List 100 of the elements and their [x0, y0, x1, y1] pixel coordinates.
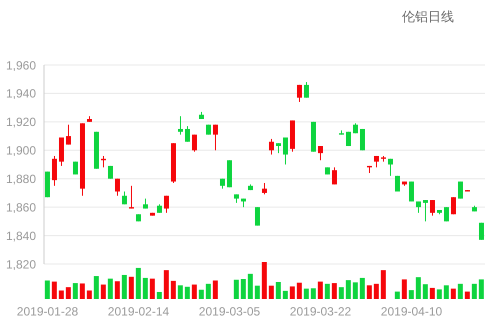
candlestick — [388, 158, 393, 176]
bar — [324, 284, 330, 299]
bar — [234, 280, 239, 299]
bar — [450, 288, 456, 299]
y-tick-label: 1,900 — [6, 144, 36, 158]
bar — [416, 277, 421, 299]
bar — [100, 284, 106, 299]
bar — [72, 283, 78, 299]
bar — [402, 279, 407, 299]
y-tick-label: 1,920 — [6, 115, 36, 130]
candlestick — [458, 181, 463, 200]
candlestick — [164, 195, 169, 214]
bar — [66, 287, 71, 299]
bar — [366, 285, 372, 299]
bar — [408, 290, 414, 299]
bar — [268, 286, 274, 299]
candlestick — [332, 166, 337, 185]
candlestick — [192, 134, 197, 152]
bar — [276, 282, 281, 299]
candlestick — [304, 82, 309, 98]
bar — [464, 292, 470, 299]
bar — [184, 286, 190, 299]
candlestick — [450, 196, 456, 215]
bar — [290, 286, 295, 299]
y-tick-label: 1,960 — [6, 58, 36, 72]
x-tick-label: 2019-01-28 — [16, 304, 79, 319]
candlestick — [52, 155, 57, 186]
candlestick — [254, 206, 260, 226]
bar — [150, 278, 155, 299]
bar — [128, 276, 134, 299]
bar — [444, 285, 449, 299]
bar — [310, 288, 316, 299]
bar — [142, 278, 148, 299]
candlestick — [262, 182, 267, 195]
bar — [304, 288, 309, 299]
candlestick — [408, 181, 414, 202]
bar — [360, 278, 365, 299]
bar — [170, 280, 176, 299]
bar — [156, 292, 162, 299]
bar — [254, 286, 260, 299]
candlestick — [66, 124, 71, 146]
bar — [240, 279, 246, 299]
candlestick — [296, 84, 302, 102]
bar — [198, 290, 204, 299]
bar — [108, 278, 113, 299]
bar — [422, 284, 428, 299]
candlestick — [72, 161, 78, 175]
bar — [338, 287, 344, 299]
candlestick — [444, 206, 449, 222]
candlestick — [220, 178, 225, 190]
y-tick-label: 1,840 — [6, 228, 36, 243]
bar — [374, 284, 379, 299]
bar — [94, 276, 99, 299]
candlestick — [318, 146, 323, 161]
bar — [164, 270, 169, 299]
bar — [346, 280, 351, 299]
bar — [436, 289, 442, 299]
candlestick — [360, 128, 365, 151]
x-tick-label: 2019-03-22 — [290, 304, 352, 319]
bar — [114, 281, 120, 299]
bar — [86, 290, 92, 299]
candlestick — [422, 200, 428, 222]
bar — [296, 282, 302, 299]
x-tick-label: 2019-03-05 — [198, 304, 261, 319]
bar — [212, 280, 218, 299]
bar — [380, 270, 386, 299]
y-tick-label: 1,940 — [6, 86, 36, 101]
candlestick — [122, 191, 127, 205]
candlestick — [212, 124, 218, 151]
bar — [352, 282, 358, 299]
bar — [52, 282, 57, 299]
bar — [192, 284, 197, 299]
bar — [58, 290, 64, 299]
candlestick — [268, 138, 274, 156]
bar — [136, 268, 141, 299]
candlestick — [114, 178, 120, 196]
bar — [430, 288, 435, 299]
y-tick-label: 1,880 — [6, 172, 36, 186]
y-tick-label: 1,860 — [6, 200, 36, 214]
bar — [332, 283, 337, 299]
candlestick — [128, 185, 134, 210]
bar — [458, 284, 463, 299]
bar — [394, 292, 400, 299]
bar — [262, 262, 267, 299]
bar — [318, 282, 323, 299]
chart-title: 伦铝日线 — [402, 8, 454, 26]
candlestick — [276, 142, 281, 154]
candlestick — [184, 126, 190, 142]
x-tick-label: 2019-04-10 — [380, 304, 443, 319]
bar — [248, 274, 253, 299]
candlestick — [282, 136, 288, 165]
bar — [80, 283, 85, 299]
bar — [122, 274, 127, 299]
candlestick — [178, 116, 183, 136]
candlestick — [430, 200, 435, 216]
bar — [282, 290, 288, 299]
bar — [472, 284, 477, 299]
bar — [178, 285, 183, 299]
bar — [478, 279, 484, 299]
bar — [206, 284, 211, 299]
